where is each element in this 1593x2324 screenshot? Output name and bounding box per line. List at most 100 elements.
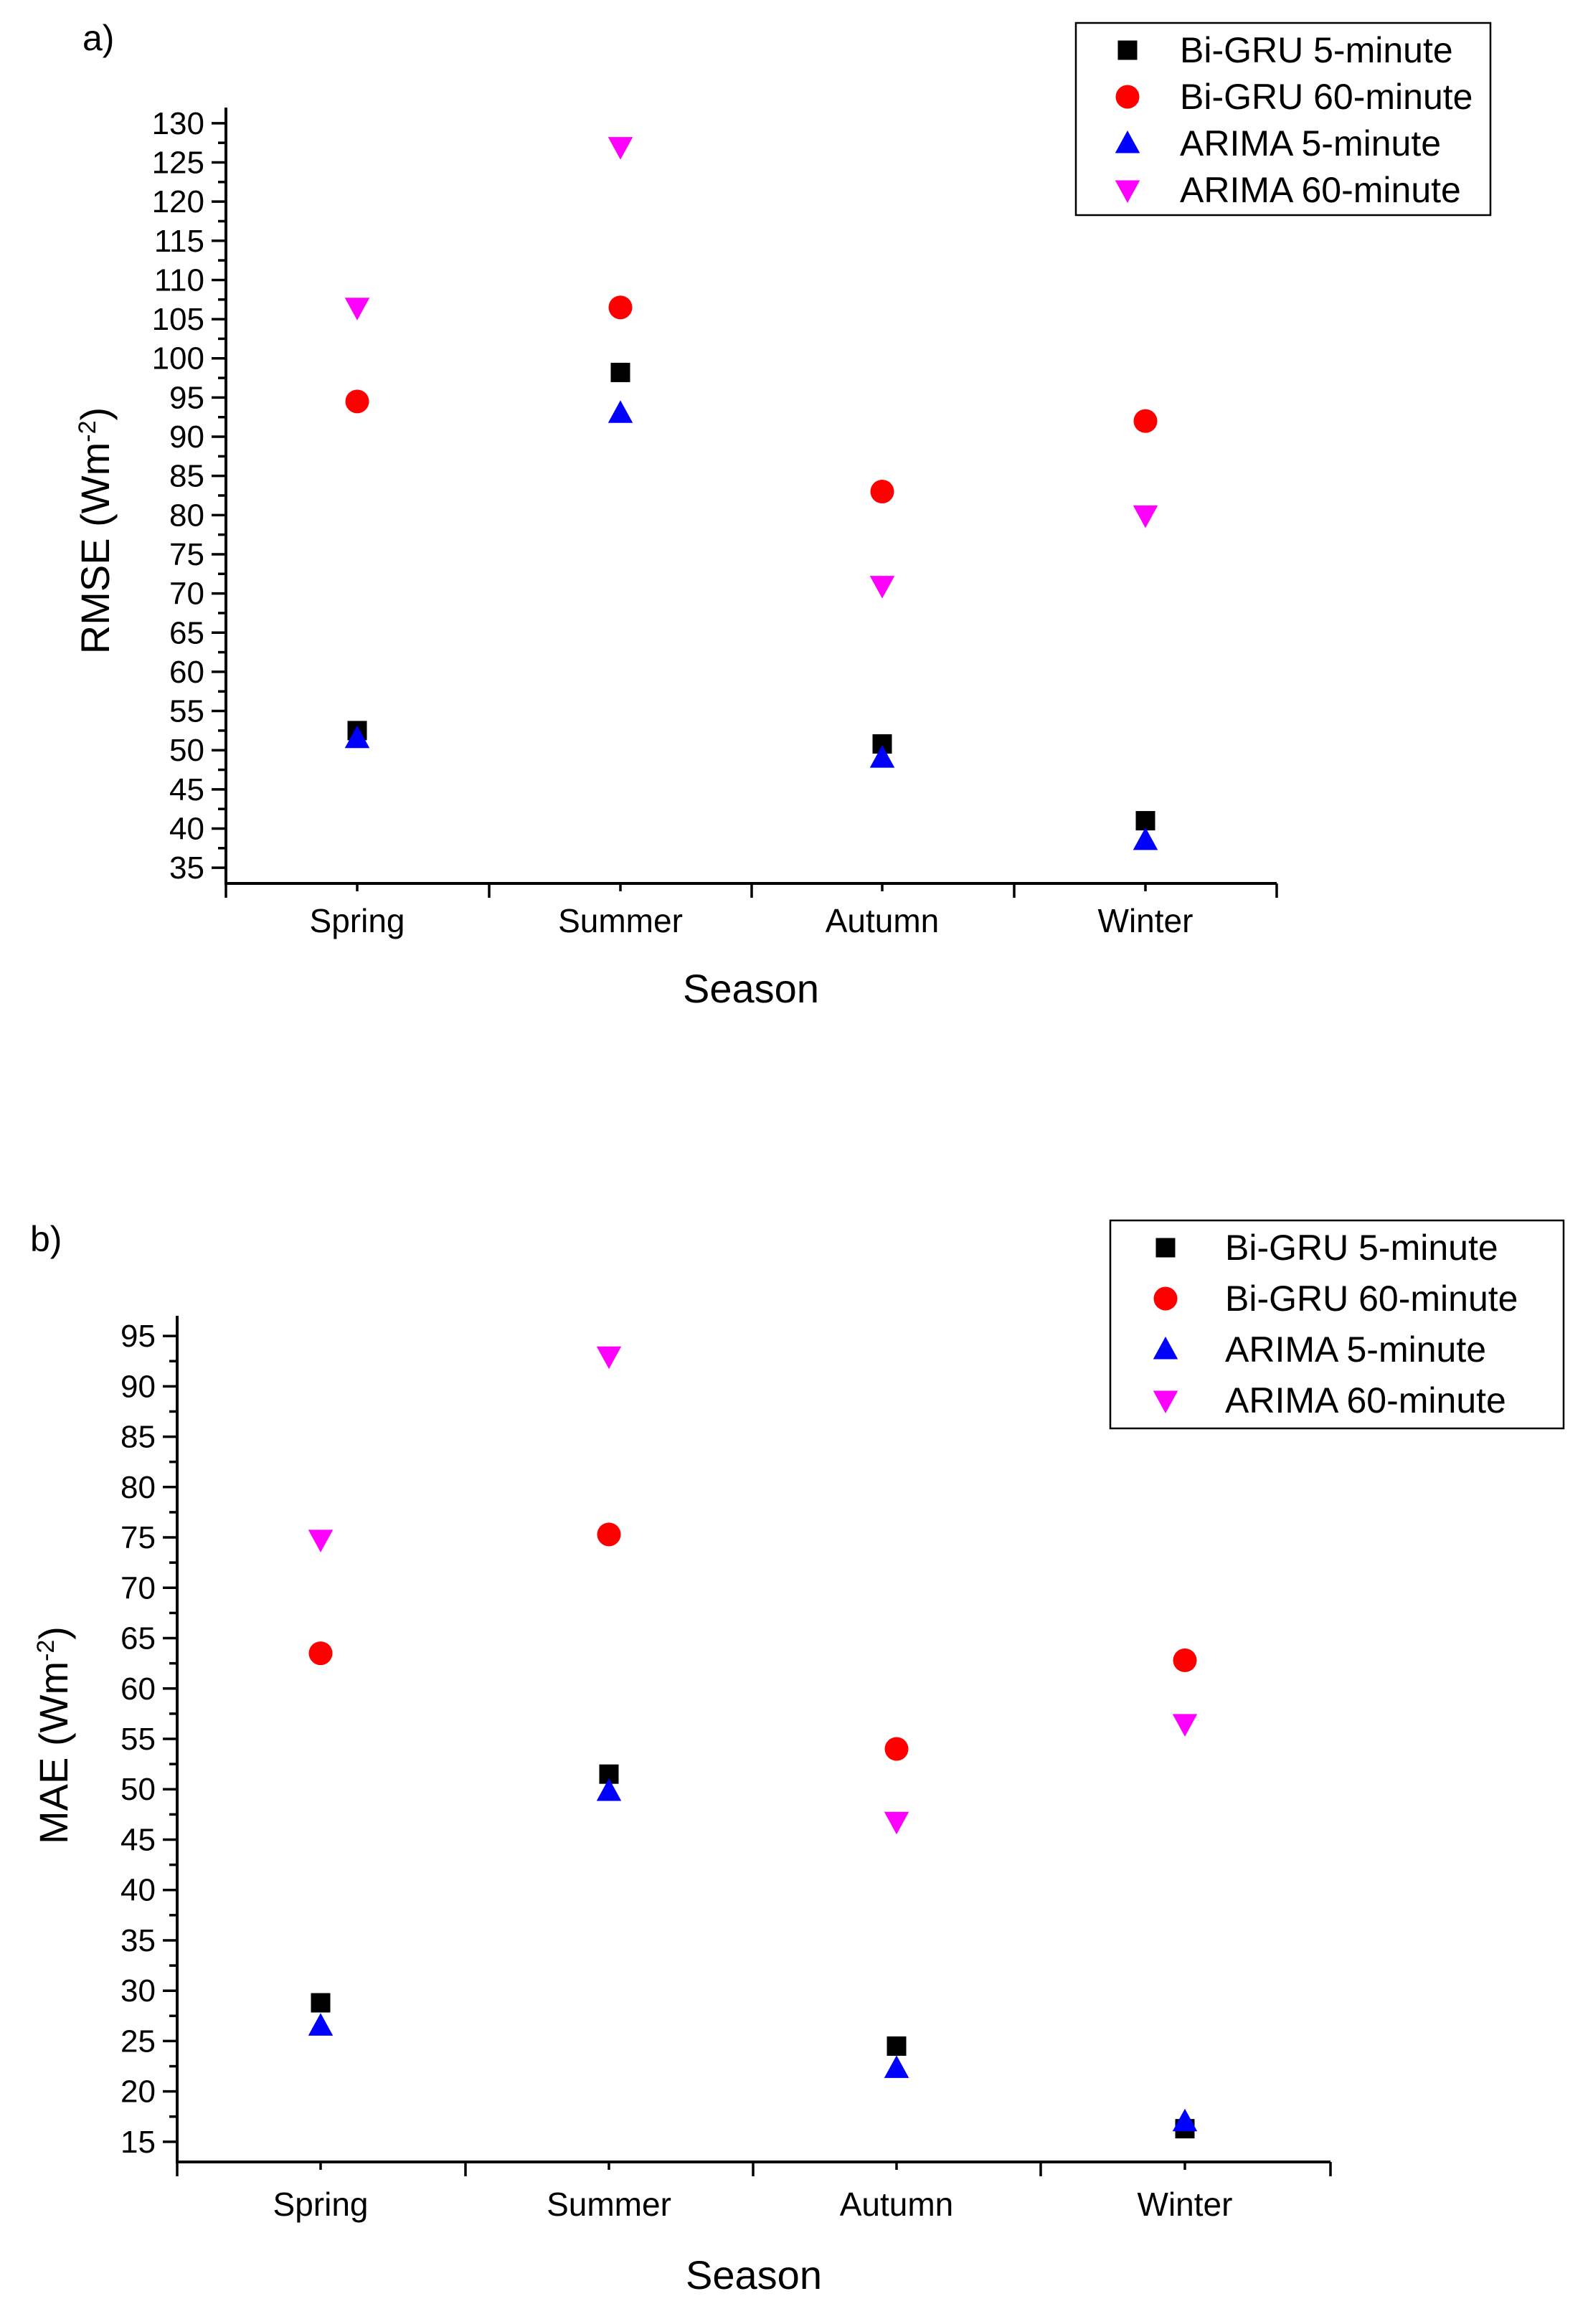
y-axis-title: RMSE (Wm-2) xyxy=(72,407,118,654)
legend-box xyxy=(1074,22,1492,217)
data-point xyxy=(308,1641,333,1666)
y-tick-label: 120 xyxy=(152,184,204,219)
y-tick-label: 35 xyxy=(120,1923,156,1958)
x-tick-label: Spring xyxy=(310,902,405,939)
data-point xyxy=(597,1522,621,1547)
legend: Bi-GRU 5-minute Bi-GRU 60-minute ARIMA 5-m… xyxy=(1074,22,1492,217)
legend-marker xyxy=(1153,1286,1178,1311)
data-point xyxy=(308,2013,334,2036)
x-tick-label: Summer xyxy=(558,902,683,939)
x-axis-title: Season xyxy=(686,2252,822,2297)
y-tick-label: 55 xyxy=(120,1722,156,1757)
y-tick-label: 110 xyxy=(154,262,204,298)
y-tick-label: 20 xyxy=(120,2074,156,2110)
y-tick-label: 80 xyxy=(169,498,204,533)
data-points xyxy=(344,137,1158,850)
legend-entry: Bi-GRU 5-minute xyxy=(1225,1228,1498,1268)
legend-entry: ARIMA 5-minute xyxy=(1180,123,1441,163)
x-tick-label: Winter xyxy=(1138,2186,1233,2223)
data-point xyxy=(344,298,370,321)
legend-marker xyxy=(1153,1390,1178,1413)
y-tick-label: 50 xyxy=(120,1772,156,1807)
data-point xyxy=(308,1529,334,1552)
data-point xyxy=(1133,827,1158,850)
legend-marker xyxy=(1153,1337,1178,1360)
data-point xyxy=(608,295,633,320)
y-tick-label: 115 xyxy=(154,224,204,259)
y-tick-label: 65 xyxy=(169,615,204,650)
y-tick-label: 25 xyxy=(120,2024,156,2059)
data-point xyxy=(610,362,630,382)
y-tick-label: 45 xyxy=(169,772,204,807)
axis-frame xyxy=(224,108,1277,885)
data-point xyxy=(311,1993,331,2013)
data-point xyxy=(1133,409,1158,433)
x-tick-label: Autumn xyxy=(840,2186,954,2223)
y-axis-ticks xyxy=(163,1334,177,2143)
data-point xyxy=(869,576,895,599)
data-point xyxy=(1173,1648,1197,1672)
legend-box xyxy=(1109,1219,1565,1430)
y-tick-labels: 15 20 25 30 35 40 45 50 55 60 65 70 75 80 85 90 95 xyxy=(120,1319,156,2160)
y-tick-label: 95 xyxy=(169,380,204,415)
y-tick-label: 40 xyxy=(169,811,204,846)
y-tick-label: 125 xyxy=(152,146,204,181)
y-tick-label: 45 xyxy=(120,1822,156,1857)
y-tick-label: 70 xyxy=(169,577,204,612)
y-tick-label: 40 xyxy=(120,1873,156,1908)
x-tick-label: Summer xyxy=(547,2186,671,2223)
x-tick-labels: Spring Summer Autumn Winter xyxy=(310,902,1193,939)
y-tick-label: 130 xyxy=(152,106,204,141)
y-tick-label: 85 xyxy=(169,459,204,494)
data-point xyxy=(887,2036,907,2056)
data-point xyxy=(608,137,633,160)
y-axis-title-main: MAE (Wm xyxy=(31,1661,76,1844)
y-axis-ticks xyxy=(212,122,226,869)
legend-entry: Bi-GRU 60-minute xyxy=(1225,1279,1518,1319)
y-axis-title-close: ) xyxy=(31,1626,76,1640)
y-tick-label: 85 xyxy=(120,1420,156,1455)
y-tick-label: 55 xyxy=(169,694,204,729)
legend-marker xyxy=(1115,180,1140,203)
y-tick-label: 15 xyxy=(120,2125,156,2160)
data-point xyxy=(1135,811,1155,831)
data-point xyxy=(608,400,633,423)
x-axis-title: Season xyxy=(683,966,819,1011)
legend: Bi-GRU 5-minute Bi-GRU 60-minute ARIMA 5-m… xyxy=(1109,1219,1565,1430)
data-point xyxy=(1172,1714,1198,1737)
x-axis-ticks xyxy=(224,883,1278,898)
legend-marker xyxy=(1115,131,1140,153)
data-point xyxy=(345,389,369,414)
legend-marker xyxy=(1117,40,1138,60)
legend-marker xyxy=(1115,85,1140,109)
x-tick-label: Winter xyxy=(1098,902,1193,939)
y-tick-label: 50 xyxy=(169,733,204,768)
data-points xyxy=(308,1346,1198,2139)
y-axis-title-superscript: -2 xyxy=(32,1640,60,1661)
data-point xyxy=(884,1811,909,1835)
data-point xyxy=(884,2055,909,2078)
data-point xyxy=(1133,505,1158,528)
legend-entry: ARIMA 60-minute xyxy=(1180,170,1461,210)
legend-entry: Bi-GRU 5-minute xyxy=(1180,30,1453,70)
data-point xyxy=(884,1737,909,1761)
y-axis-title-close: ) xyxy=(72,407,118,421)
y-tick-label: 60 xyxy=(169,655,204,690)
y-tick-label: 75 xyxy=(120,1520,156,1555)
y-tick-label: 95 xyxy=(120,1319,156,1354)
y-tick-label: 30 xyxy=(120,1973,156,2008)
y-tick-label: 100 xyxy=(152,341,204,376)
axis-frame xyxy=(176,1316,1330,2163)
data-point xyxy=(596,1346,622,1370)
y-axis-title-superscript: -2 xyxy=(74,420,101,442)
y-axis-title-main: RMSE (Wm xyxy=(72,442,118,655)
y-tick-label: 65 xyxy=(120,1621,156,1656)
data-point xyxy=(596,1778,622,1801)
data-point xyxy=(870,480,894,504)
y-tick-label: 105 xyxy=(152,302,204,337)
y-tick-label: 90 xyxy=(169,419,204,455)
panel-b-mae: b) 15 20 25 30 35 40 45 50 55 60 65 70 75 80 85 90 95 Sp… xyxy=(30,1219,1565,2297)
